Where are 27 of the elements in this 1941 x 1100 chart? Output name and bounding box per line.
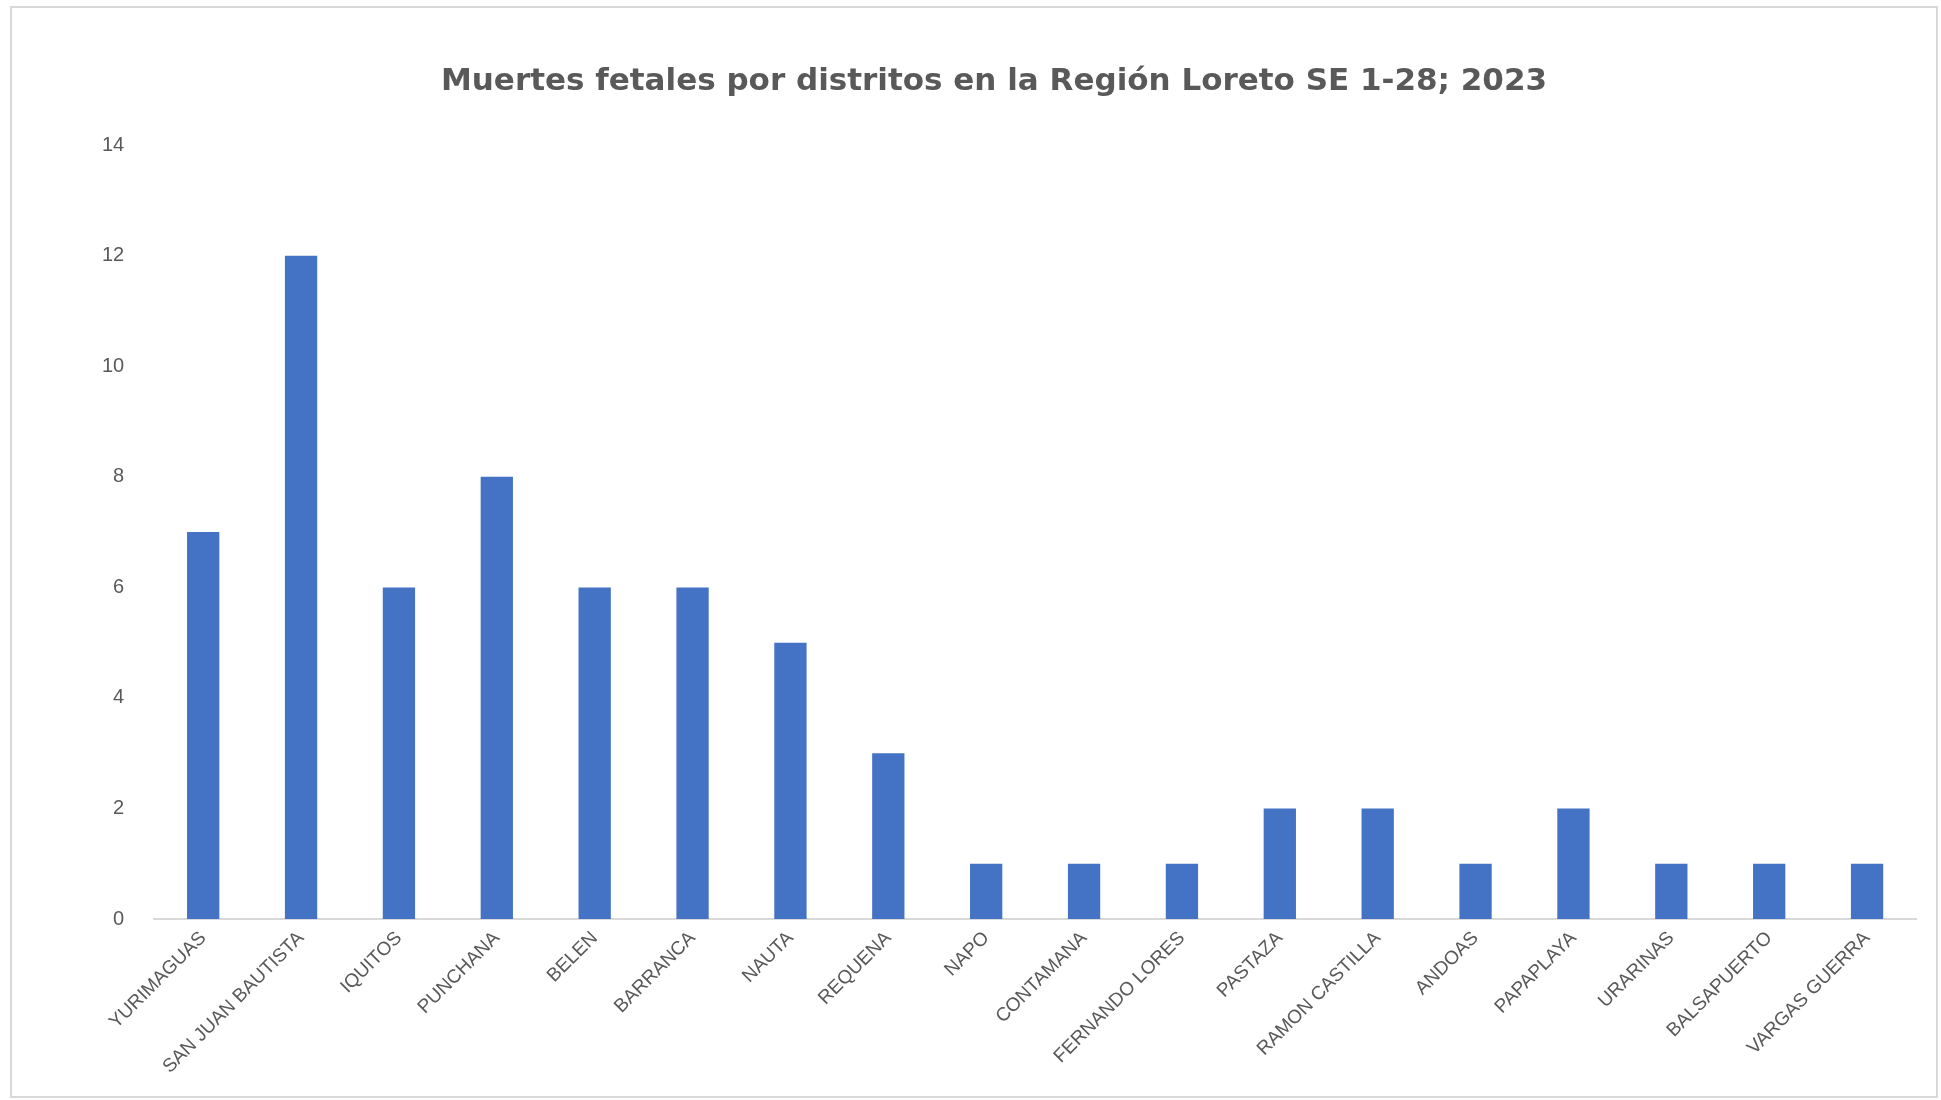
bar (1459, 863, 1492, 920)
bar (1165, 863, 1199, 920)
y-tick-label: 6 (113, 574, 125, 597)
y-tick-label: 10 (102, 353, 125, 376)
bar (1850, 863, 1884, 920)
bar (1361, 808, 1394, 920)
y-tick-label: 12 (102, 243, 125, 266)
bar (187, 532, 220, 920)
y-tick-label: 0 (113, 906, 125, 929)
bar (284, 255, 318, 920)
y-tick-label: 2 (113, 795, 125, 818)
y-tick-label: 8 (113, 464, 125, 487)
bar (1263, 808, 1296, 920)
bar (578, 587, 611, 920)
y-tick-label: 4 (113, 685, 125, 708)
bar (1753, 863, 1786, 920)
bar (1557, 808, 1590, 920)
bar (970, 863, 1003, 920)
bar (774, 642, 807, 920)
bar (676, 587, 709, 920)
chart-title: Muertes fetales por distritos en la Región Loreto SE 1-28; 2023 (440, 60, 1548, 97)
bar (1067, 863, 1101, 920)
y-tick-label: 14 (102, 132, 125, 155)
bar (1655, 863, 1688, 920)
bar (480, 476, 513, 920)
bar (382, 587, 416, 920)
bar (872, 753, 905, 920)
